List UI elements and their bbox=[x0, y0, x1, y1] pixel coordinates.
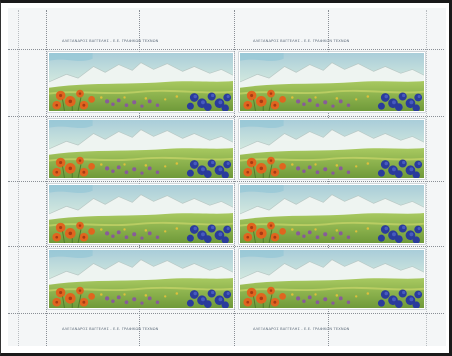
perforation-edge bbox=[426, 10, 427, 346]
stamp-pair bbox=[49, 53, 233, 111]
perforation-vertical bbox=[46, 10, 47, 346]
stamp-pair bbox=[49, 250, 233, 308]
stamp-pair bbox=[240, 53, 424, 111]
stamp-artwork bbox=[49, 250, 233, 308]
stamp-artwork bbox=[240, 53, 424, 111]
imprint-bottom-right: ΑΛΕΞΑΝΔΡΟΣ ΒΑΓΓΕΛΗΣ - Ε.Ε. ΓΡΑΦΙΚΩΝ ΤΕΧΝ… bbox=[253, 327, 350, 331]
stamp-artwork bbox=[49, 53, 233, 111]
perforation-horizontal bbox=[8, 246, 444, 247]
stamp-pair bbox=[49, 120, 233, 178]
stamp-artwork bbox=[240, 185, 424, 243]
perforation-vertical bbox=[234, 10, 235, 346]
stamp-artwork bbox=[49, 185, 233, 243]
imprint-bottom-left: ΑΛΕΞΑΝΔΡΟΣ ΒΑΓΓΕΛΗΣ - Ε.Ε. ΓΡΑΦΙΚΩΝ ΤΕΧΝ… bbox=[62, 327, 159, 331]
perforation-horizontal bbox=[8, 116, 444, 117]
stamp-artwork bbox=[49, 120, 233, 178]
perforation-horizontal bbox=[8, 313, 444, 314]
imprint-top-left: ΑΛΕΞΑΝΔΡΟΣ ΒΑΓΓΕΛΗΣ - Ε.Ε. ΓΡΑΦΙΚΩΝ ΤΕΧΝ… bbox=[62, 39, 159, 43]
stamp-artwork bbox=[240, 250, 424, 308]
stamp-pair bbox=[240, 250, 424, 308]
stamp-pair bbox=[240, 120, 424, 178]
perforation-edge bbox=[18, 10, 19, 346]
stamp-artwork bbox=[240, 120, 424, 178]
imprint-top-right: ΑΛΕΞΑΝΔΡΟΣ ΒΑΓΓΕΛΗΣ - Ε.Ε. ΓΡΑΦΙΚΩΝ ΤΕΧΝ… bbox=[253, 39, 350, 43]
stamp-pair bbox=[49, 185, 233, 243]
stamp-pair bbox=[240, 185, 424, 243]
perforation-vertical bbox=[139, 10, 140, 346]
perforation-horizontal bbox=[8, 49, 444, 50]
perforation-vertical bbox=[328, 10, 329, 346]
perforation-horizontal bbox=[8, 181, 444, 182]
